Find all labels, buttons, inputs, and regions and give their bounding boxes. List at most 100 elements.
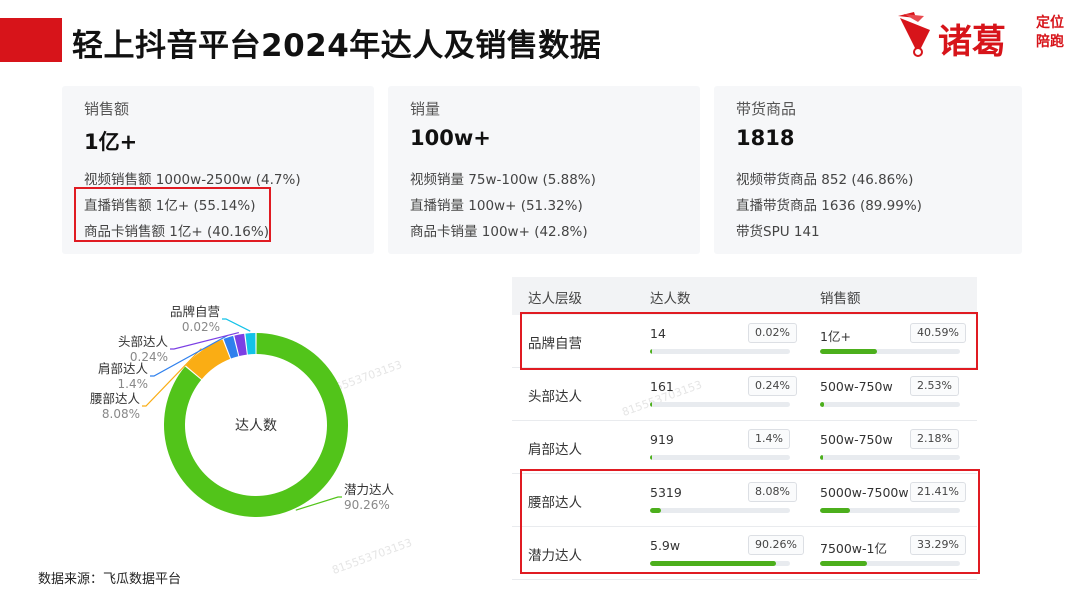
donut-center-label: 达人数 [235, 418, 277, 434]
data-source-note: 数据来源：飞瓜数据平台 [38, 572, 182, 587]
count-pct-badge: 0.24% [748, 376, 797, 396]
stat-line: 直播销量 100w+ (51.32%) [410, 198, 583, 214]
stat-panel-sales: 销售额 1亿+ 视频销售额 1000w-2500w (4.7%) 直播销售额 1… [62, 86, 374, 254]
table-row: 潜力达人 5.9w 90.26% 7500w-1亿 33.29% [512, 527, 977, 580]
creator-count: 14 [650, 326, 666, 341]
pie-slice [245, 333, 256, 355]
pie-slice [234, 333, 247, 356]
stat-line: 视频带货商品 852 (46.86%) [736, 172, 914, 188]
sales-pct-badge: 40.59% [910, 323, 966, 343]
leader-line [142, 348, 202, 407]
slice-label: 品牌自营 [170, 304, 220, 319]
stat-panel-volume: 销量 100w+ 视频销量 75w-100w (5.88%) 直播销量 100w… [388, 86, 700, 254]
sales-pct-badge: 33.29% [910, 535, 966, 555]
sales-bar-fill [820, 349, 877, 354]
table-row: 腰部达人 5319 8.08% 5000w-7500w 21.41% [512, 474, 977, 527]
pie-slice [223, 335, 239, 359]
stat-panel-products: 带货商品 1818 视频带货商品 852 (46.86%) 直播带货商品 163… [714, 86, 1022, 254]
sales-range: 1亿+ [820, 329, 851, 344]
slice-label: 腰部达人 [90, 391, 141, 406]
logo-main-text: 诸葛 [938, 22, 1006, 62]
table-row: 肩部达人 919 1.4% 500w-750w 2.18% [512, 421, 977, 474]
highlight-box [520, 312, 978, 370]
column-header: 达人层级 [528, 291, 582, 307]
tier-name: 肩部达人 [528, 442, 582, 458]
slice-label: 潜力达人 [344, 482, 395, 497]
stat-label: 带货商品 [736, 100, 797, 118]
count-bar-fill [650, 402, 653, 407]
leader-line [150, 334, 229, 377]
slice-pct-label: 90.26% [344, 498, 390, 512]
pie-slice [185, 339, 231, 380]
sales-bar-track [820, 455, 960, 460]
sales-pct-badge: 2.53% [910, 376, 959, 396]
count-bar-track [650, 561, 790, 566]
slice-label: 头部达人 [118, 334, 169, 349]
sales-bar-fill [820, 402, 824, 407]
count-bar-track [650, 508, 790, 513]
count-bar-fill [650, 508, 662, 513]
sales-range: 7500w-1亿 [820, 541, 887, 556]
count-bar-track [650, 402, 790, 407]
count-pct-badge: 0.02% [748, 323, 797, 343]
table-row: 品牌自营 14 0.02% 1亿+ 40.59% [512, 315, 977, 368]
stat-value: 1亿+ [84, 130, 138, 154]
sales-range: 500w-750w [820, 379, 893, 394]
count-pct-badge: 1.4% [748, 429, 790, 449]
logo-sub-line: 定位 [1036, 15, 1064, 31]
count-bar-fill [650, 455, 653, 460]
slice-pct-label: 0.02% [182, 320, 220, 334]
slice-pct-label: 0.24% [130, 350, 168, 364]
sales-bar-track [820, 349, 960, 354]
tier-name: 品牌自营 [528, 336, 582, 352]
stat-label: 销售额 [84, 100, 130, 118]
highlight-box [74, 187, 271, 242]
brand-logo: 诸葛 定位 陪跑 [894, 8, 1072, 64]
sales-bar-fill [820, 561, 867, 566]
creator-tier-table: 达人层级 达人数 销售额 品牌自营 14 0.02% 1亿+ 40.59% 头部达人 161… [512, 277, 977, 580]
count-bar-track [650, 349, 790, 354]
stat-line: 商品卡销量 100w+ (42.8%) [410, 224, 588, 240]
stat-line: 直播带货商品 1636 (89.99%) [736, 198, 922, 214]
page-title: 轻上抖音平台2024年达人及销售数据 [72, 28, 602, 64]
stat-line: 带货SPU 141 [736, 224, 820, 240]
slice-pct-label: 1.4% [118, 377, 149, 391]
title-accent-bar [0, 18, 62, 62]
leader-line [295, 496, 342, 511]
count-bar-track [650, 455, 790, 460]
sales-range: 500w-750w [820, 432, 893, 447]
table-header: 达人层级 达人数 销售额 [512, 277, 977, 315]
leader-line [222, 318, 251, 332]
logo-sub-text: 定位 陪跑 [1036, 14, 1072, 52]
highlight-box [520, 469, 980, 574]
slice-pct-label: 8.08% [102, 407, 140, 421]
count-pct-badge: 8.08% [748, 482, 797, 502]
sales-pct-badge: 21.41% [910, 482, 966, 502]
sales-bar-track [820, 508, 960, 513]
tier-name: 潜力达人 [528, 548, 582, 564]
creator-count: 5319 [650, 485, 682, 500]
fan-logo-icon [898, 12, 930, 57]
tier-name: 腰部达人 [528, 495, 582, 511]
stat-value: 100w+ [410, 126, 491, 150]
table-row: 头部达人 161 0.24% 500w-750w 2.53% [512, 368, 977, 421]
slice-label: 肩部达人 [98, 361, 149, 376]
stat-line: 视频销量 75w-100w (5.88%) [410, 172, 596, 188]
sales-pct-badge: 2.18% [910, 429, 959, 449]
stat-line: 视频销售额 1000w-2500w (4.7%) [84, 172, 301, 188]
logo-sub-line: 陪跑 [1036, 34, 1064, 50]
sales-bar-track [820, 402, 960, 407]
tier-name: 头部达人 [528, 389, 582, 405]
count-bar-fill [650, 561, 777, 566]
count-bar-fill [650, 349, 653, 354]
leader-line [170, 331, 240, 350]
column-header: 销售额 [820, 291, 861, 307]
sales-bar-track [820, 561, 960, 566]
count-pct-badge: 90.26% [748, 535, 804, 555]
sales-bar-fill [820, 455, 824, 460]
creator-count: 161 [650, 379, 674, 394]
stat-line: 商品卡销售额 1亿+ (40.16%) [84, 224, 269, 240]
column-header: 达人数 [650, 291, 691, 307]
creator-count: 5.9w [650, 538, 681, 553]
